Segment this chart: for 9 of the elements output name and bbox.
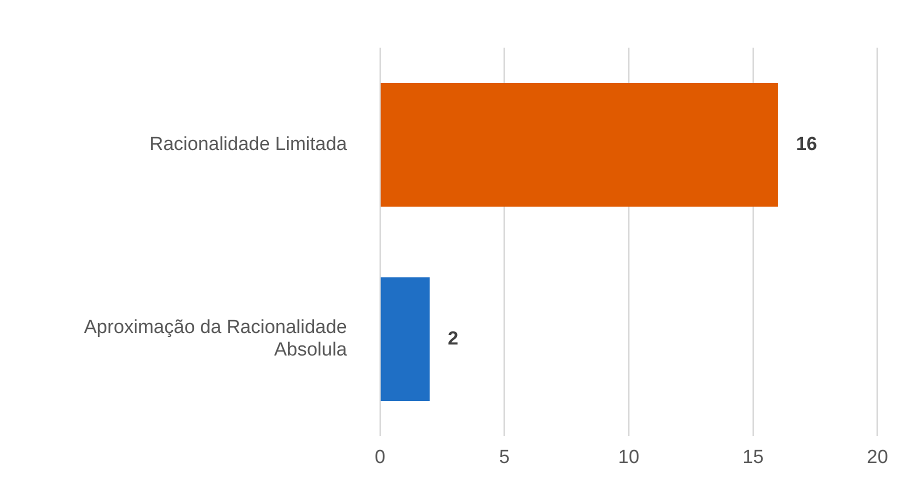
- x-tick-label: 15: [742, 446, 764, 468]
- data-label: 2: [448, 328, 458, 350]
- y-tick-label: Aproximação da Racionalidade Absolula: [84, 316, 348, 361]
- x-tick-label: 0: [374, 446, 386, 468]
- data-label: 16: [796, 134, 818, 156]
- x-tick-label: 10: [618, 446, 640, 468]
- x-tick-label: 5: [499, 446, 510, 468]
- x-tick-label: 20: [866, 446, 888, 468]
- y-tick-label: Racionalidade Limitada: [149, 134, 348, 156]
